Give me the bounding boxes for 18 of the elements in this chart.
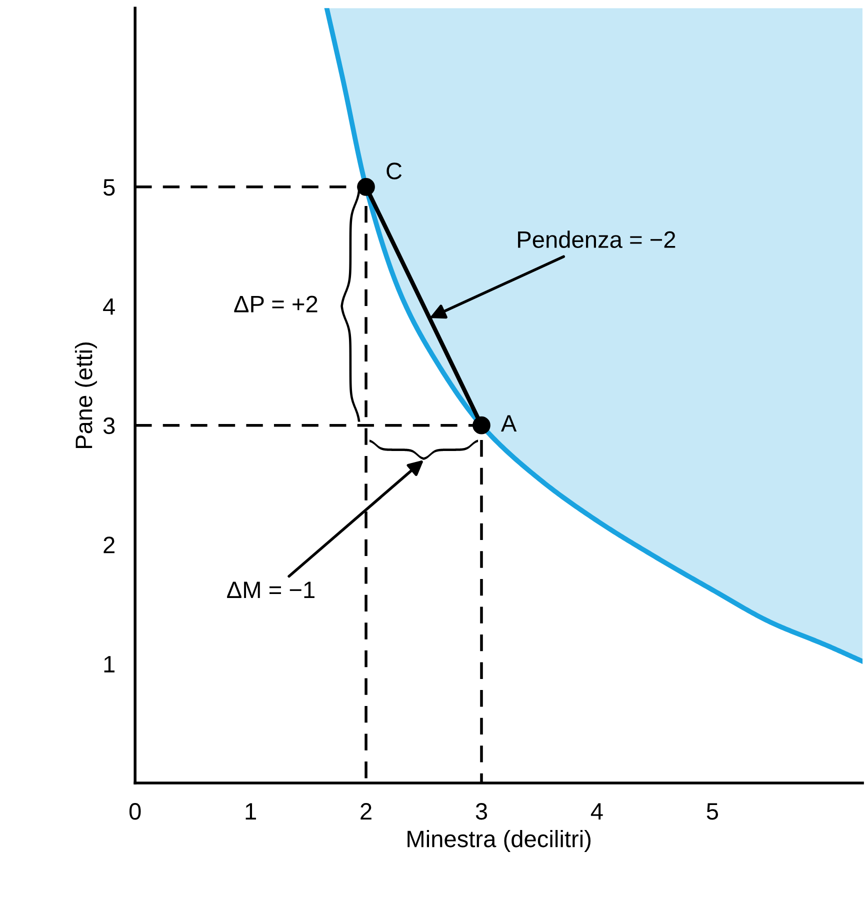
- y-tick-label: 1: [104, 656, 114, 672]
- y-tick-label: 4: [103, 298, 115, 315]
- x-tick-label: 0: [129, 803, 141, 820]
- y-tick-label: 2: [104, 536, 114, 554]
- annotation: ΔP = +2: [234, 296, 318, 312]
- y-axis-title: Pane (etti): [74, 342, 97, 448]
- y-tick-label: 3: [103, 417, 115, 434]
- annotation: A: [500, 415, 517, 432]
- annotation: C: [386, 162, 402, 180]
- y-tick-label: 5: [103, 179, 115, 196]
- x-tick-label: 2: [360, 803, 372, 820]
- x-tick-label: 1: [246, 803, 256, 820]
- x-axis-title: Minestra (decilitri): [408, 830, 591, 852]
- x-tick-label: 4: [590, 803, 603, 820]
- x-tick-label: 5: [706, 803, 718, 820]
- x-tick-label: 3: [476, 803, 488, 820]
- annotation: ΔM = −1: [227, 582, 314, 598]
- annotation: Pendenza = −2: [518, 230, 676, 248]
